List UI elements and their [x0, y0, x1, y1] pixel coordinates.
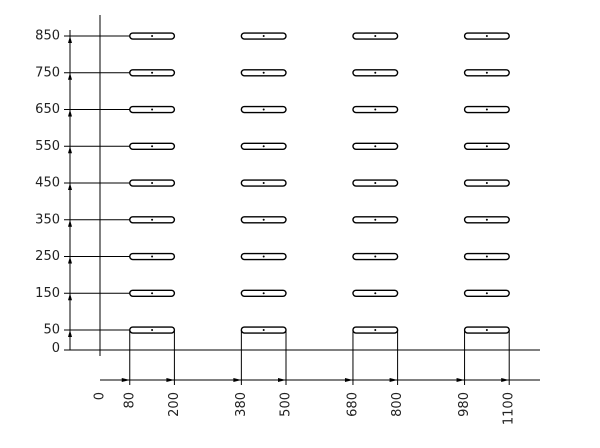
- slot-center: [262, 35, 265, 38]
- slot-center: [374, 35, 377, 38]
- dimension-label: 850: [35, 29, 60, 44]
- dimension-label: 550: [35, 139, 60, 154]
- slot-center: [374, 255, 377, 258]
- slot-center: [485, 71, 488, 74]
- slot-center: [151, 329, 154, 332]
- slot-center: [151, 292, 154, 295]
- slot-center: [151, 35, 154, 38]
- dimension-label: 980: [457, 392, 472, 417]
- arrow: [68, 72, 72, 80]
- dimension-label: 800: [390, 392, 405, 417]
- slot-center: [151, 145, 154, 148]
- slot-center: [151, 182, 154, 185]
- slot-center: [485, 218, 488, 221]
- arrow: [456, 378, 465, 382]
- slot-center: [262, 108, 265, 111]
- dimension-label: 150: [35, 286, 60, 301]
- slot-center: [374, 292, 377, 295]
- arrow: [68, 330, 72, 338]
- dimension-label: 380: [234, 392, 249, 417]
- slot-center: [262, 71, 265, 74]
- arrow: [68, 219, 72, 227]
- dimension-label: 350: [35, 212, 60, 227]
- slot-center: [151, 255, 154, 258]
- dimension-label: 450: [35, 176, 60, 191]
- arrow: [68, 146, 72, 154]
- slot-center: [374, 108, 377, 111]
- slot-center: [374, 218, 377, 221]
- dimension-label: 0: [93, 392, 108, 400]
- arrow: [501, 378, 510, 382]
- slot-center: [151, 108, 154, 111]
- arrow: [68, 109, 72, 117]
- slot-center: [374, 71, 377, 74]
- slot-center: [485, 145, 488, 148]
- arrow: [68, 183, 72, 191]
- slot-center: [485, 108, 488, 111]
- dimension-label: 750: [35, 65, 60, 80]
- slot-center: [262, 218, 265, 221]
- arrow: [68, 293, 72, 301]
- slot-center: [485, 255, 488, 258]
- dimension-label: 680: [345, 392, 360, 417]
- slot-center: [262, 255, 265, 258]
- slot-center: [262, 182, 265, 185]
- slot-center: [485, 35, 488, 38]
- arrow: [68, 256, 72, 264]
- slot-center: [374, 145, 377, 148]
- slot-center: [374, 182, 377, 185]
- slot-center: [151, 218, 154, 221]
- arrow: [389, 378, 398, 382]
- dimension-label: 80: [122, 392, 137, 409]
- slot-center: [151, 71, 154, 74]
- arrow: [278, 378, 286, 382]
- arrow: [344, 378, 353, 382]
- arrow: [121, 378, 130, 382]
- dimension-label: 1100: [502, 392, 517, 425]
- dimension-label: 650: [35, 102, 60, 117]
- dimension-label: 0: [52, 341, 60, 356]
- slot-center: [374, 329, 377, 332]
- dimension-label: 500: [279, 392, 294, 417]
- slot-center: [485, 329, 488, 332]
- arrow: [233, 378, 242, 382]
- dimension-label: 200: [167, 392, 182, 417]
- arrow: [68, 36, 72, 44]
- slot-center: [485, 182, 488, 185]
- slot-center: [262, 292, 265, 295]
- arrow: [166, 378, 175, 382]
- slot-center: [485, 292, 488, 295]
- slot-center: [262, 145, 265, 148]
- dimension-label: 50: [43, 323, 60, 338]
- slot-center: [262, 329, 265, 332]
- dimension-label: 250: [35, 249, 60, 264]
